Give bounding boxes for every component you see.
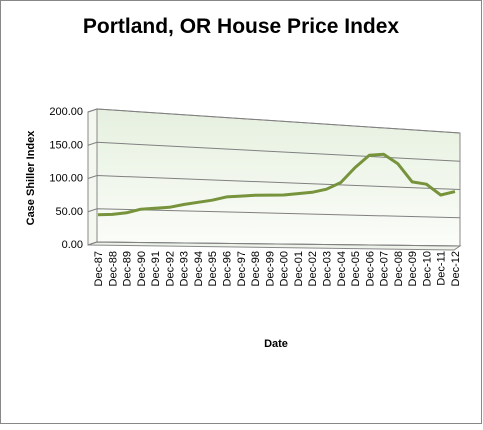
grid-line <box>87 208 461 219</box>
grid-line <box>87 108 461 134</box>
x-axis-title: Date <box>264 338 288 350</box>
x-tick-label: Dec-87 <box>93 251 105 286</box>
x-tick-label: Dec-05 <box>350 251 362 286</box>
x-tick-label: Dec-90 <box>136 251 148 286</box>
x-tick-label: Dec-96 <box>222 251 234 286</box>
x-tick-label: Dec-92 <box>164 251 176 286</box>
x-tick-label: Dec-94 <box>193 251 205 286</box>
x-tick-label: Dec-07 <box>379 251 391 286</box>
x-tick-label: Dec-95 <box>207 251 219 286</box>
grid-line <box>87 141 461 162</box>
chart-title: Portland, OR House Price Index <box>83 15 400 38</box>
x-tick-label: Dec-06 <box>364 251 376 286</box>
x-tick-label: Dec-97 <box>236 251 248 286</box>
x-tick-label: Dec-01 <box>293 251 305 286</box>
y-tick-label: 100.00 <box>49 173 83 185</box>
x-tick-label: Dec-88 <box>107 251 119 286</box>
x-tick-label: Dec-12 <box>450 251 462 286</box>
data-line <box>97 152 456 217</box>
y-tick-label: 150.00 <box>49 139 83 151</box>
x-tick-label: Dec-09 <box>407 251 419 286</box>
grid-line <box>87 241 461 247</box>
x-tick-label: Dec-99 <box>264 251 276 286</box>
x-tick-label: Dec-03 <box>321 251 333 286</box>
x-tick-label: Dec-93 <box>179 251 191 286</box>
y-tick-label: 0.00 <box>62 239 83 251</box>
x-tick-label: Dec-11 <box>436 251 448 286</box>
x-tick-label: Dec-10 <box>421 251 433 286</box>
x-tick-label: Dec-91 <box>150 251 162 286</box>
x-tick-label: Dec-02 <box>307 251 319 286</box>
x-tick-label: Dec-98 <box>250 251 262 286</box>
x-tick-label: Dec-89 <box>122 251 134 286</box>
x-tick-label: Dec-04 <box>336 251 348 286</box>
y-axis-title: Case Shiller Index <box>25 130 37 226</box>
x-tick-label: Dec-00 <box>279 251 291 286</box>
y-tick-label: 200.00 <box>49 106 83 118</box>
x-tick-label: Dec-08 <box>393 251 405 286</box>
y-tick-label: 50.00 <box>55 206 83 218</box>
